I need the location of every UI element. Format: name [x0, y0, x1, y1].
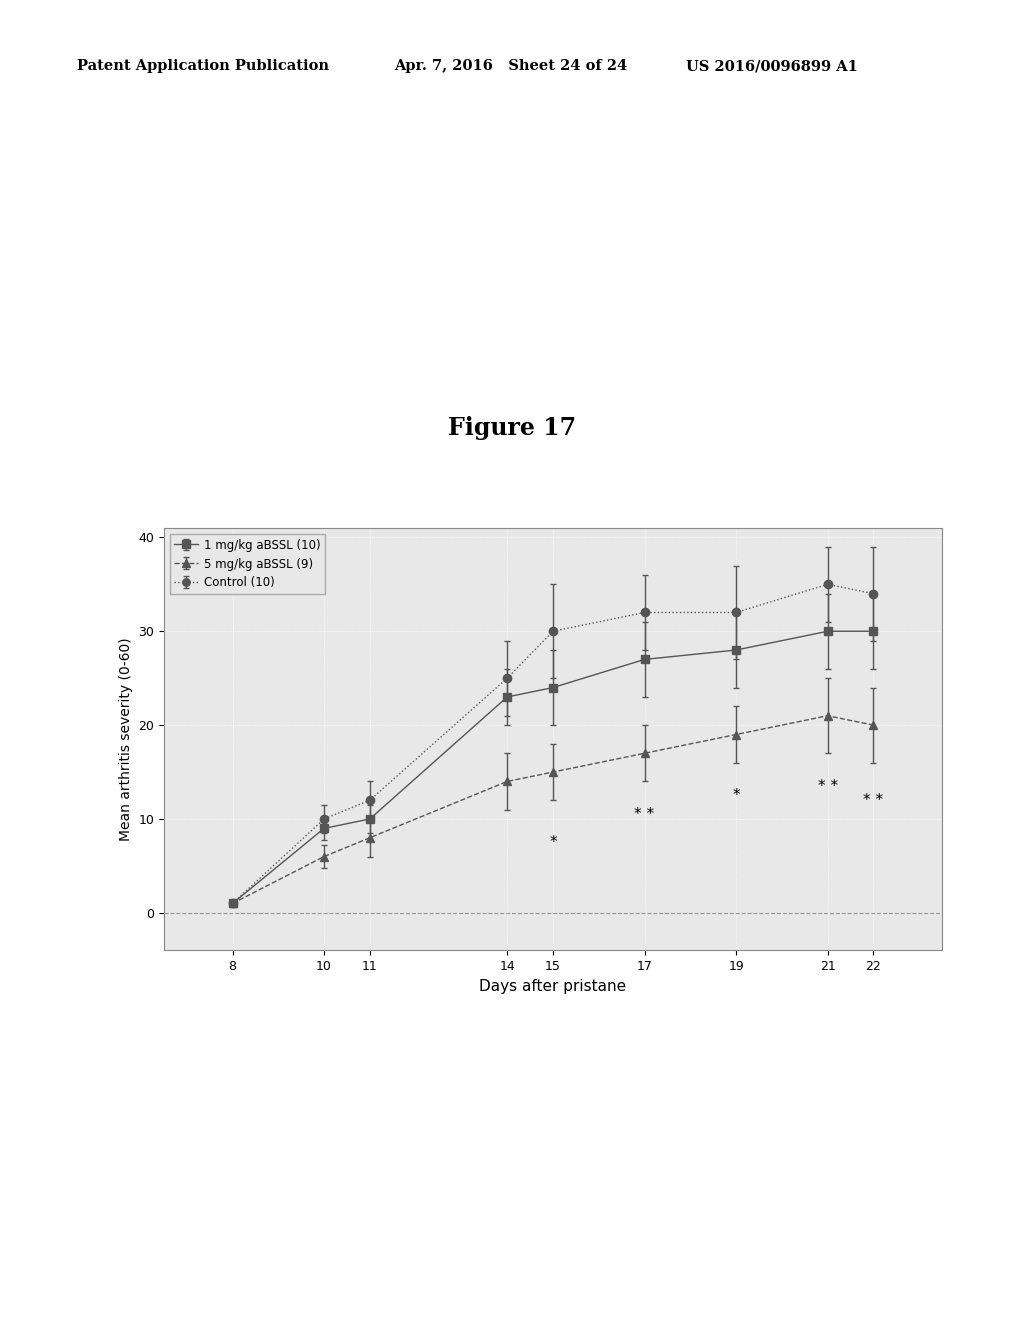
Y-axis label: Mean arthritis severity (0-60): Mean arthritis severity (0-60) — [119, 638, 133, 841]
Text: *: * — [549, 836, 557, 850]
Text: US 2016/0096899 A1: US 2016/0096899 A1 — [686, 59, 858, 74]
Legend: 1 mg/kg aBSSL (10), 5 mg/kg aBSSL (9), Control (10): 1 mg/kg aBSSL (10), 5 mg/kg aBSSL (9), C… — [170, 533, 326, 594]
Text: * *: * * — [817, 779, 838, 793]
Text: * *: * * — [863, 793, 884, 808]
Text: Figure 17: Figure 17 — [447, 416, 577, 440]
X-axis label: Days after pristane: Days after pristane — [479, 978, 627, 994]
Text: *: * — [732, 788, 740, 803]
Text: * *: * * — [635, 807, 654, 822]
Text: Patent Application Publication: Patent Application Publication — [77, 59, 329, 74]
Text: Apr. 7, 2016   Sheet 24 of 24: Apr. 7, 2016 Sheet 24 of 24 — [394, 59, 628, 74]
